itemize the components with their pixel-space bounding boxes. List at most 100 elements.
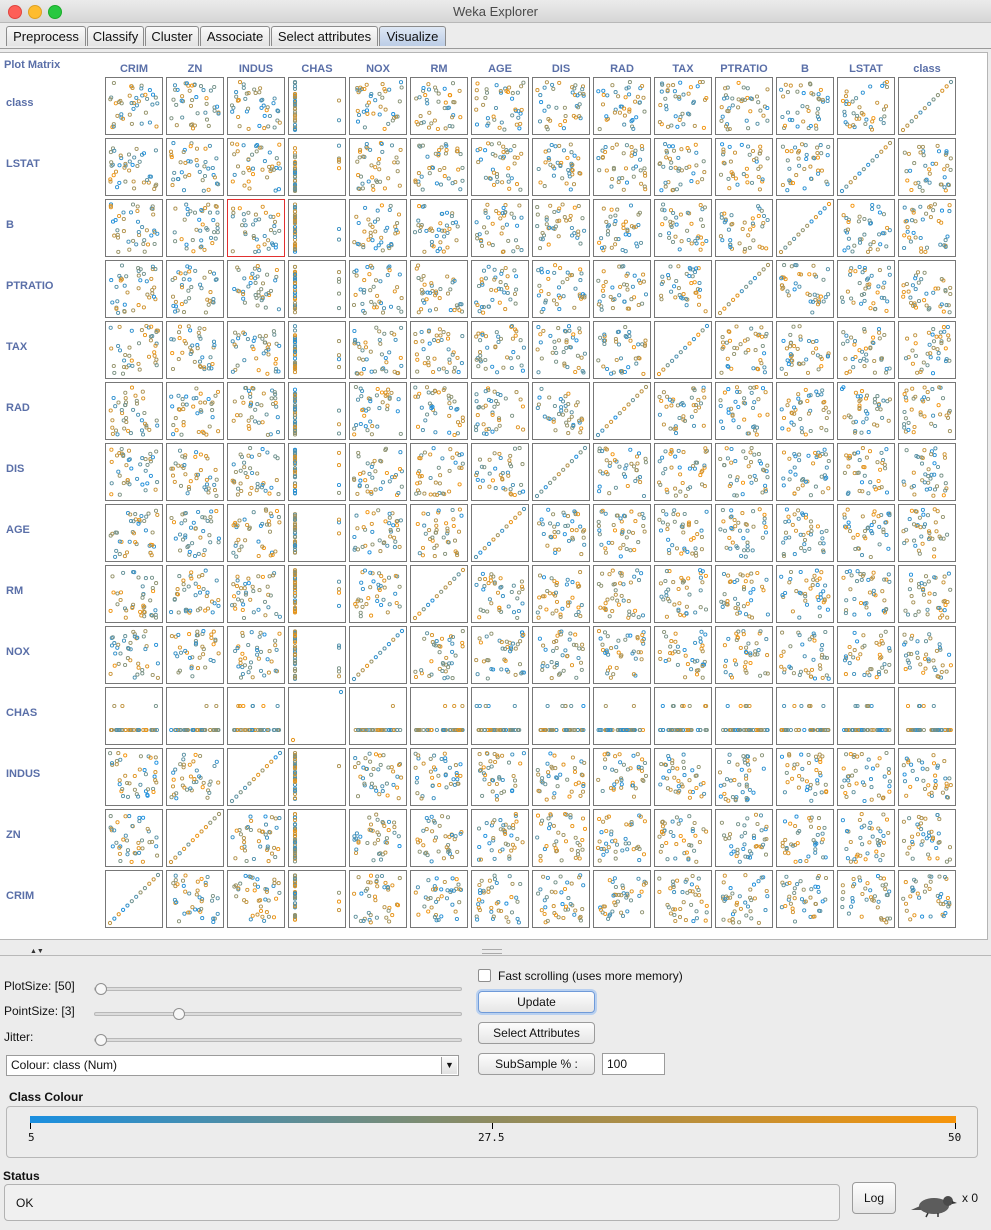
scatter-cell[interactable] <box>715 138 773 196</box>
scatter-cell[interactable] <box>166 321 224 379</box>
scatter-cell[interactable] <box>410 504 468 562</box>
scatter-cell[interactable] <box>410 260 468 318</box>
scatter-cell[interactable] <box>227 443 285 501</box>
scatter-cell[interactable] <box>105 199 163 257</box>
scatter-cell[interactable] <box>471 382 529 440</box>
scatter-cell[interactable] <box>410 382 468 440</box>
scatter-cell[interactable] <box>288 382 346 440</box>
scatter-cell[interactable] <box>898 504 956 562</box>
scatter-cell[interactable] <box>288 321 346 379</box>
scatter-cell[interactable] <box>715 260 773 318</box>
scatter-cell[interactable] <box>898 321 956 379</box>
scatter-cell[interactable] <box>898 443 956 501</box>
scatter-cell[interactable] <box>715 321 773 379</box>
scatter-cell[interactable] <box>532 199 590 257</box>
scatter-cell[interactable] <box>227 565 285 623</box>
scatter-cell[interactable] <box>105 260 163 318</box>
scatter-cell[interactable] <box>837 260 895 318</box>
scatter-cell[interactable] <box>410 77 468 135</box>
scatter-cell[interactable] <box>532 138 590 196</box>
scatter-cell[interactable] <box>227 199 285 257</box>
plot-matrix-panel[interactable]: Plot Matrix CRIM ZN INDUS CHAS NOX RM AGE DIS RA… <box>0 52 988 940</box>
scatter-cell[interactable] <box>532 504 590 562</box>
scatter-cell[interactable] <box>166 504 224 562</box>
scatter-cell[interactable] <box>471 565 529 623</box>
scatter-cell[interactable] <box>105 77 163 135</box>
scatter-cell[interactable] <box>105 565 163 623</box>
scatter-cell[interactable] <box>593 138 651 196</box>
scatter-cell[interactable] <box>471 199 529 257</box>
scatter-cell[interactable] <box>776 199 834 257</box>
scatter-cell[interactable] <box>898 77 956 135</box>
scatter-cell[interactable] <box>105 321 163 379</box>
scatter-cell[interactable] <box>654 504 712 562</box>
scatter-cell[interactable] <box>166 382 224 440</box>
scatter-cell[interactable] <box>776 260 834 318</box>
scatter-cell[interactable] <box>837 382 895 440</box>
scatter-cell[interactable] <box>715 504 773 562</box>
scatter-cell[interactable] <box>837 138 895 196</box>
scatter-cell[interactable] <box>837 565 895 623</box>
scatter-cell[interactable] <box>349 382 407 440</box>
scatter-cell[interactable] <box>227 382 285 440</box>
scatter-cell[interactable] <box>898 260 956 318</box>
scatter-cell[interactable] <box>166 443 224 501</box>
scatter-cell[interactable] <box>654 260 712 318</box>
scatter-cell[interactable] <box>105 504 163 562</box>
scatter-cell[interactable] <box>349 443 407 501</box>
scatter-cell[interactable] <box>532 443 590 501</box>
scatter-cell[interactable] <box>288 443 346 501</box>
scatter-cell[interactable] <box>776 443 834 501</box>
scatter-cell[interactable] <box>227 504 285 562</box>
scatter-cell[interactable] <box>410 565 468 623</box>
scatter-cell[interactable] <box>471 77 529 135</box>
scatter-cell[interactable] <box>105 138 163 196</box>
scatter-cell[interactable] <box>349 138 407 196</box>
scatter-cell[interactable] <box>410 443 468 501</box>
scatter-cell[interactable] <box>654 77 712 135</box>
scatter-cell[interactable] <box>593 77 651 135</box>
minimize-window-button[interactable] <box>28 5 42 19</box>
scatter-cell[interactable] <box>654 565 712 623</box>
scatter-cell[interactable] <box>288 77 346 135</box>
scatter-cell[interactable] <box>532 77 590 135</box>
scatter-cell[interactable] <box>593 199 651 257</box>
scatter-cell[interactable] <box>166 199 224 257</box>
scatter-cell[interactable] <box>776 321 834 379</box>
tab-cluster[interactable]: Cluster <box>145 26 199 46</box>
scatter-cell[interactable] <box>471 504 529 562</box>
maximize-window-button[interactable] <box>48 5 62 19</box>
scatter-cell[interactable] <box>349 504 407 562</box>
scatter-cell[interactable] <box>776 77 834 135</box>
scatter-cell[interactable] <box>471 138 529 196</box>
scatter-cell[interactable] <box>532 260 590 318</box>
scatter-cell[interactable] <box>837 77 895 135</box>
scatter-cell[interactable] <box>166 77 224 135</box>
scatter-cell[interactable] <box>654 382 712 440</box>
scatter-cell[interactable] <box>837 443 895 501</box>
scatter-cell[interactable] <box>227 260 285 318</box>
scatter-cell[interactable] <box>227 321 285 379</box>
scatter-cell[interactable] <box>837 321 895 379</box>
scatter-cell[interactable] <box>532 382 590 440</box>
scatter-cell[interactable] <box>288 260 346 318</box>
scatter-cell[interactable] <box>776 382 834 440</box>
scatter-cell[interactable] <box>532 565 590 623</box>
scatter-cell[interactable] <box>288 565 346 623</box>
scatter-cell[interactable] <box>715 77 773 135</box>
scatter-cell[interactable] <box>898 138 956 196</box>
scatter-cell[interactable] <box>654 199 712 257</box>
tab-associate[interactable]: Associate <box>200 26 270 46</box>
scatter-cell[interactable] <box>105 443 163 501</box>
scatter-cell[interactable] <box>166 260 224 318</box>
scatter-cell[interactable] <box>715 443 773 501</box>
scatter-cell[interactable] <box>349 565 407 623</box>
scatter-cell[interactable] <box>898 199 956 257</box>
scatter-cell[interactable] <box>593 565 651 623</box>
scatter-cell[interactable] <box>410 321 468 379</box>
scatter-cell[interactable] <box>898 382 956 440</box>
scatter-cell[interactable] <box>105 382 163 440</box>
scatter-cell[interactable] <box>654 443 712 501</box>
scatter-cell[interactable] <box>166 565 224 623</box>
scatter-cell[interactable] <box>776 504 834 562</box>
